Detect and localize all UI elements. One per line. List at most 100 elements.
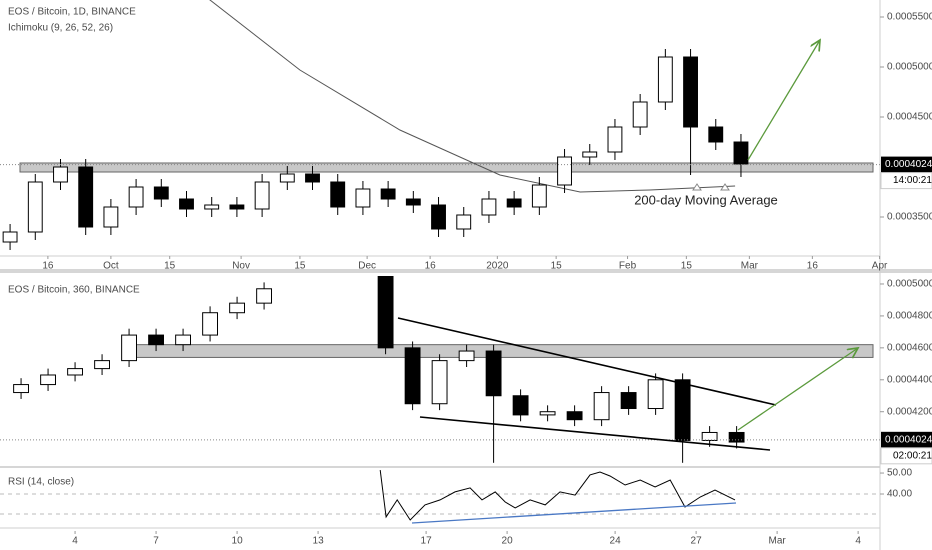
- candle-body: [557, 156, 572, 186]
- countdown-box: [880, 172, 932, 190]
- x-tick-label: 4: [72, 536, 78, 547]
- trend-line: [419, 416, 771, 451]
- candle-body: [256, 288, 273, 304]
- y-tick-label: 50.00: [887, 468, 912, 479]
- price-label: 0.0004024: [885, 434, 932, 445]
- candle-body: [78, 166, 94, 228]
- candle-body: [202, 312, 219, 336]
- price-label: 0.0004024: [885, 159, 932, 170]
- candle-body: [657, 56, 673, 103]
- x-tick-label: 7: [153, 536, 159, 547]
- candle-body: [708, 126, 724, 143]
- x-tick-label: Mar: [741, 261, 759, 272]
- candle-body: [229, 204, 245, 210]
- candle-body: [683, 56, 698, 128]
- rsi-trend-line: [411, 502, 737, 524]
- x-tick-label: Feb: [619, 261, 637, 272]
- candle-body: [404, 347, 421, 405]
- candle-body: [27, 181, 43, 233]
- y-tick-label: 0.0004800: [887, 311, 932, 322]
- projection-arrow: [747, 40, 820, 161]
- daily-panel: [0, 0, 880, 250]
- y-tick-label: 0.0004600: [887, 342, 932, 353]
- y-tick-label: 0.0004500: [887, 112, 932, 123]
- candle-body: [148, 334, 164, 346]
- candle-body: [330, 181, 346, 208]
- candle-body: [620, 392, 637, 410]
- countdown-box: [880, 447, 932, 465]
- projection-arrow: [737, 348, 858, 431]
- candle-body: [456, 214, 472, 230]
- candle-body: [103, 206, 119, 228]
- candle-body: [647, 379, 664, 410]
- candle-body: [733, 141, 749, 165]
- candle-body: [279, 173, 295, 183]
- candle-body: [179, 198, 194, 210]
- chart-title: EOS / Bitcoin, 1D, BINANCE: [8, 7, 136, 18]
- y-tick-label: 0.0005000: [887, 62, 932, 73]
- line: [379, 470, 736, 521]
- y-tick-label: 0.0005000: [887, 279, 932, 290]
- candle-body: [485, 350, 502, 397]
- candle-body: [458, 350, 475, 362]
- y-tick-label: 40.00: [887, 489, 912, 500]
- x-tick-label: Apr: [872, 261, 888, 272]
- candle-body: [175, 334, 192, 346]
- x-tick-label: 20: [502, 536, 514, 547]
- candle-body: [512, 395, 529, 416]
- x-tick-label: 16: [42, 261, 54, 272]
- price-label-box: [881, 156, 932, 173]
- indicator-name: RSI (14, close): [8, 477, 74, 488]
- candle-body: [305, 173, 320, 183]
- x-tick-label: Nov: [232, 261, 250, 272]
- chart-title: EOS / Bitcoin, 360, BINANCE: [8, 285, 140, 296]
- candle-body: [204, 204, 220, 210]
- candle-body: [728, 431, 745, 443]
- candle-body: [377, 276, 394, 349]
- countdown: 02:00:21: [893, 450, 932, 461]
- touch-markers: [692, 183, 730, 191]
- x-tick-label: Dec: [358, 261, 376, 272]
- countdown: 14:00:21: [893, 175, 932, 186]
- candle-body: [531, 184, 547, 208]
- candle-body: [674, 379, 691, 441]
- candle-body: [506, 198, 522, 208]
- x-tick-label: 15: [294, 261, 306, 272]
- candle-body: [128, 186, 144, 208]
- candle-body: [481, 198, 497, 216]
- candle-body: [2, 231, 18, 243]
- y-tick-label: 0.0004400: [887, 374, 932, 385]
- x-tick-label: 16: [425, 261, 437, 272]
- candle-body: [582, 151, 598, 158]
- candle-body: [405, 198, 421, 206]
- price-label-box: [881, 431, 932, 448]
- candle-body: [53, 166, 68, 183]
- y-tick-label: 0.0003500: [887, 212, 932, 223]
- candle-body: [40, 374, 56, 386]
- x-tick-label: 4: [855, 536, 861, 547]
- resistance-band: [19, 162, 874, 173]
- candle-body: [632, 101, 648, 128]
- candle-body: [539, 411, 556, 416]
- x-tick-label: 27: [691, 536, 703, 547]
- candle-body: [431, 204, 446, 230]
- rsi-panel: [379, 470, 736, 521]
- y-tick-label: 0.0005500: [887, 12, 932, 23]
- x-tick-label: 15: [551, 261, 563, 272]
- x-tick-label: 17: [421, 536, 433, 547]
- candle-body: [380, 188, 396, 200]
- candle-body: [607, 126, 623, 153]
- candle-body: [431, 360, 448, 405]
- x-tick-label: Oct: [103, 261, 119, 272]
- line: [209, 0, 736, 193]
- annotation: 200-day Moving Average: [634, 192, 778, 207]
- x-tick-label: 2020: [486, 261, 509, 272]
- candle-body: [229, 302, 246, 314]
- candle-body: [94, 360, 110, 370]
- candle-body: [121, 334, 137, 362]
- x-tick-label: 24: [610, 536, 622, 547]
- y-tick-label: 0.0004200: [887, 406, 932, 417]
- x-tick-label: 13: [313, 536, 325, 547]
- candle-body: [566, 411, 583, 421]
